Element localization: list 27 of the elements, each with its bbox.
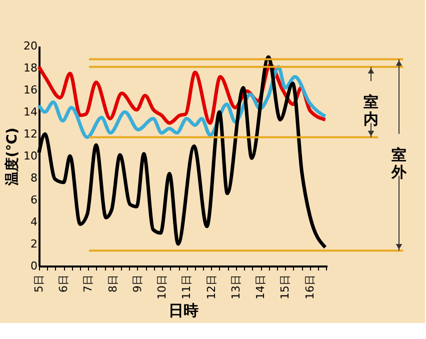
x-tick-label: 9日 [130, 274, 144, 292]
y-tick-label: 6 [30, 194, 38, 206]
y-tick-label: 20 [24, 40, 38, 52]
x-tick-label: 15日 [278, 274, 292, 300]
x-axis-title: 日時 [168, 301, 198, 320]
x-tick-label: 12日 [204, 274, 218, 300]
y-tick-label: 4 [30, 216, 38, 228]
y-tick-label: 2 [30, 238, 38, 250]
y-tick-label: 14 [24, 106, 38, 118]
y-tick-label: 8 [30, 172, 38, 184]
text: 室内 [364, 93, 378, 128]
y-tick-label: 18 [24, 62, 38, 74]
text: 室外 [390, 146, 408, 181]
y-tick-label: 16 [24, 84, 38, 96]
x-tick-label: 8日 [106, 274, 120, 292]
x-tick-label: 16日 [303, 274, 316, 300]
x-tick-label: 5日 [32, 274, 46, 292]
y-tick-label: 10 [24, 150, 38, 162]
y-tick-label: 12 [24, 128, 38, 140]
y-axis-title: 温度(℃) [4, 128, 21, 186]
x-tick-label: 13日 [229, 274, 242, 300]
y-tick-label: 0 [30, 260, 38, 272]
x-tick-label: 10日 [156, 274, 169, 300]
x-tick-label: 11日 [180, 274, 194, 300]
x-tick-label: 14日 [254, 274, 268, 300]
x-tick-label: 6日 [57, 274, 70, 292]
x-tick-label: 7日 [82, 274, 95, 292]
